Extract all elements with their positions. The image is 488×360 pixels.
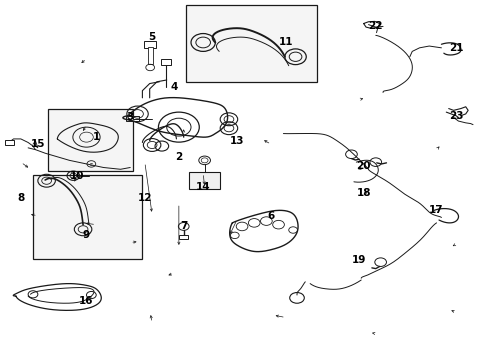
Text: 21: 21 <box>448 43 462 53</box>
Bar <box>161 59 170 65</box>
Text: 14: 14 <box>196 182 210 192</box>
Bar <box>179 235 188 239</box>
Text: 18: 18 <box>356 188 370 198</box>
Text: 13: 13 <box>229 136 244 146</box>
Bar <box>147 47 152 64</box>
Bar <box>33 175 142 258</box>
Text: 3: 3 <box>126 112 134 122</box>
Bar <box>144 41 156 48</box>
Text: 20: 20 <box>356 161 370 171</box>
Text: 22: 22 <box>368 21 382 31</box>
Bar <box>125 116 139 121</box>
Text: 5: 5 <box>148 32 155 42</box>
Bar <box>188 172 220 189</box>
Text: 2: 2 <box>175 152 182 162</box>
Text: 10: 10 <box>69 171 84 181</box>
Text: 8: 8 <box>17 193 24 203</box>
Text: 23: 23 <box>448 111 462 121</box>
Bar <box>5 140 14 145</box>
Text: 17: 17 <box>428 205 443 215</box>
Text: 16: 16 <box>79 296 94 306</box>
Text: 15: 15 <box>31 139 45 149</box>
Bar <box>186 5 317 82</box>
Text: 6: 6 <box>267 211 274 221</box>
Text: 7: 7 <box>180 221 187 231</box>
Text: 1: 1 <box>92 132 100 142</box>
Bar <box>47 109 132 171</box>
Text: 12: 12 <box>137 193 152 203</box>
Text: 9: 9 <box>83 230 90 240</box>
Text: 19: 19 <box>351 255 365 265</box>
Text: 4: 4 <box>170 82 177 92</box>
Text: 11: 11 <box>278 37 292 48</box>
